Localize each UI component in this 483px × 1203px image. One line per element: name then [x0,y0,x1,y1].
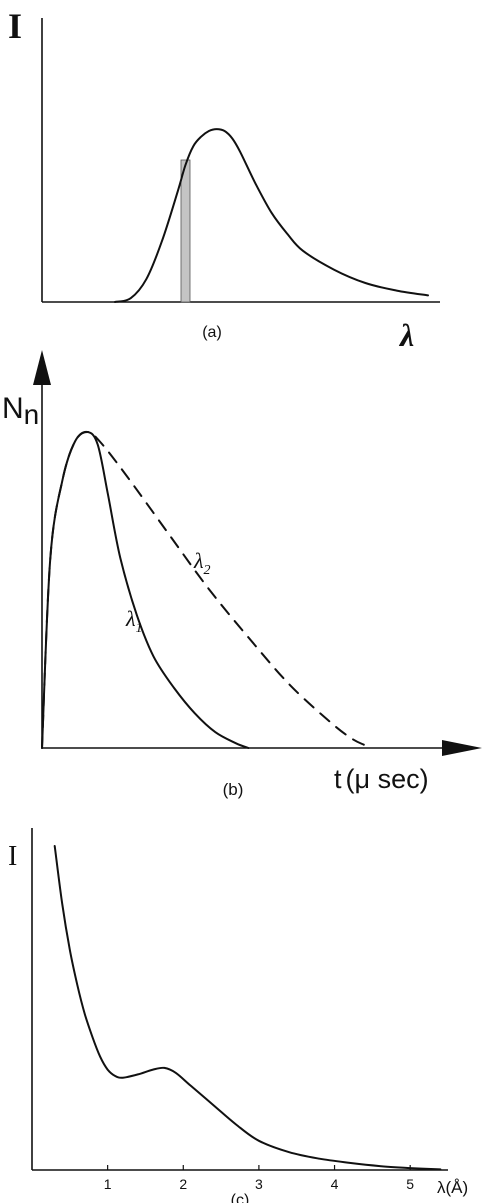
panel-c-x-tick-label: 2 [179,1176,187,1192]
panel-a: I (a) λ [8,6,440,353]
panel-c-x-tick-label: 3 [255,1176,263,1192]
panel-b-caption: (b) [223,780,244,799]
panel-c-x-tick-label: 5 [406,1176,414,1192]
panel-c-caption: (c) [231,1192,250,1203]
panel-c-ticks: 1 2 3 4 5 [104,1165,414,1192]
panel-b-x-arrow [442,740,482,756]
panel-c: 1 2 3 4 5 I λ(Å) (c) [8,828,468,1203]
panel-b-y-label-main: N [2,392,24,425]
panel-b-x-label-main: t [334,764,342,794]
panel-b: Nn λ1 λ2 (b) t (μ sec) [2,350,482,799]
panel-c-y-label: I [8,841,17,872]
panel-c-curve [53,845,442,1171]
panel-b-series1-label: λ1 [125,606,143,636]
panel-a-x-label: λ [398,317,414,353]
panel-a-curve [114,128,429,303]
panel-b-x-label-unit: (μ sec) [346,764,429,794]
panel-c-x-tick-label: 1 [104,1176,112,1192]
panel-c-x-tick-label: 4 [331,1176,339,1192]
panel-b-curve-lambda2 [41,431,365,749]
panel-a-caption: (a) [202,324,222,341]
panel-a-y-label: I [8,6,22,46]
panel-b-y-label-sub: n [24,399,40,430]
panel-b-y-arrow [33,350,51,385]
panel-a-shaded-band [180,159,191,303]
panel-b-series2-label: λ2 [193,548,211,578]
panel-b-x-label: t (μ sec) [334,764,429,794]
panel-c-x-label: λ(Å) [437,1178,468,1197]
panel-b-y-label: Nn [2,392,39,430]
panel-b-curve-lambda1 [41,430,250,749]
